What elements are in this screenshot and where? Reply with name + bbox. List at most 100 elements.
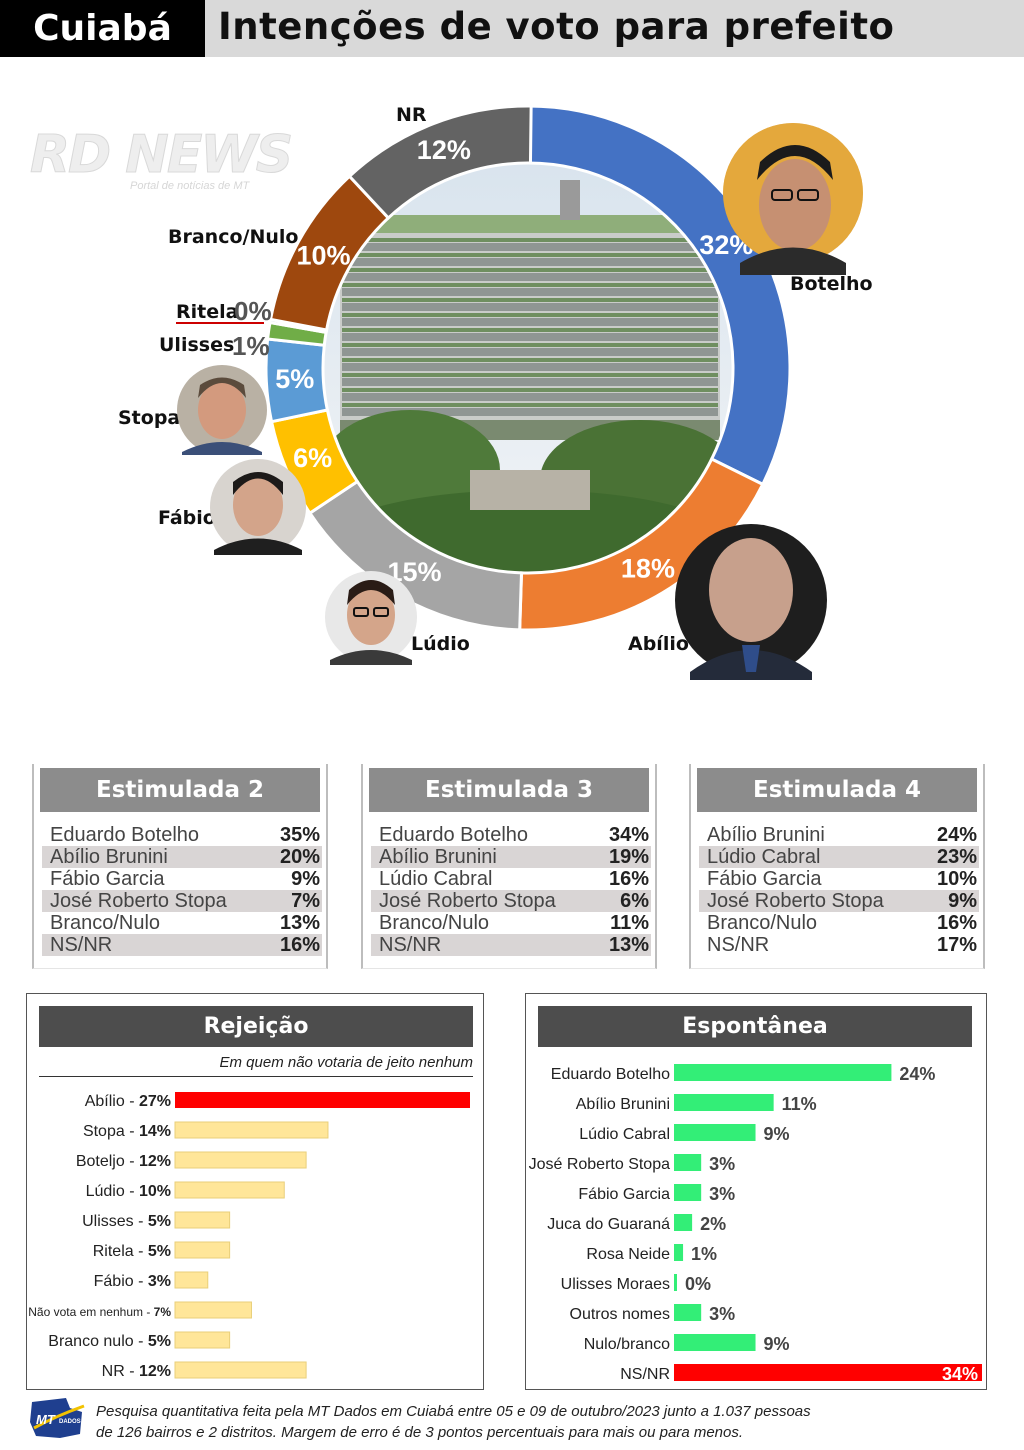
table-title: Estimulada 4	[697, 768, 977, 812]
bar	[674, 1244, 684, 1261]
bar-category-label: Ulisses - 5%	[82, 1213, 171, 1230]
row-value: 34%	[608, 824, 649, 846]
espontanea-bars: Eduardo Botelho 24% Abílio Brunini 11% Lúdio…	[529, 1064, 982, 1384]
donut-pct-ab-lio: 18%	[621, 553, 675, 583]
row-name: José Roberto Stopa	[50, 890, 227, 912]
floor-windows	[342, 273, 718, 281]
floor-windows	[342, 408, 718, 416]
bar	[674, 1364, 982, 1381]
table-row: Abílio Brunini 20%	[42, 846, 322, 868]
label-ulisses: Ulisses	[159, 334, 234, 356]
row-value: 9%	[948, 890, 977, 912]
label-branco-nulo: Branco/Nulo	[168, 226, 298, 248]
bar-value-label: 2%	[700, 1214, 726, 1234]
bar-value-label: 12%	[139, 1153, 171, 1170]
table-row: Branco/Nulo 16%	[699, 912, 979, 934]
row-name: Lúdio Cabral	[707, 846, 821, 868]
bar-value-label: 27%	[139, 1093, 171, 1110]
bar-value-label: 3%	[709, 1184, 735, 1204]
bar	[174, 1121, 329, 1139]
floor-balcony	[342, 253, 718, 257]
donut-pct-nr: 12%	[417, 135, 471, 165]
bar	[674, 1154, 702, 1171]
bar	[674, 1334, 756, 1351]
label-abilio: Abílio	[628, 633, 689, 655]
bar-value-label: 3%	[709, 1304, 735, 1324]
bar-category-label: Nulo/branco	[584, 1336, 670, 1353]
watermark-sub: Portal de notícias de MT	[130, 180, 250, 192]
row-value: 16%	[936, 912, 977, 934]
logo-text: MT	[36, 1412, 56, 1427]
label-stopa: Stopa	[118, 407, 180, 429]
row-name: José Roberto Stopa	[379, 890, 556, 912]
row-value: 17%	[936, 934, 977, 956]
floor-balcony	[342, 343, 718, 347]
table-row: Fábio Garcia 9%	[42, 868, 322, 890]
bar	[674, 1274, 677, 1291]
floor-balcony	[342, 238, 718, 242]
bar	[174, 1301, 252, 1319]
bar-value-label: 11%	[782, 1094, 817, 1114]
bar	[674, 1094, 774, 1111]
row-value: 7%	[291, 890, 320, 912]
bar	[674, 1124, 756, 1141]
bar-category-label: Branco nulo - 5%	[48, 1333, 171, 1350]
table-row: NS/NR 13%	[371, 934, 651, 956]
row-name: José Roberto Stopa	[707, 890, 884, 912]
floor-balcony	[342, 403, 718, 407]
bar-value-label: 9%	[764, 1334, 790, 1354]
table-row: Eduardo Botelho 35%	[42, 824, 322, 846]
table-title: Estimulada 2	[40, 768, 320, 812]
bar-category-label: Rosa Neide	[586, 1246, 670, 1263]
floor-windows	[342, 393, 718, 401]
photo-stopa	[177, 365, 267, 455]
table-row: José Roberto Stopa 9%	[699, 890, 979, 912]
floor-windows	[342, 363, 718, 371]
row-value: 9%	[291, 868, 320, 890]
bar	[174, 1211, 231, 1229]
donut-pct-stopa: 5%	[275, 364, 314, 394]
photo-ludio	[325, 571, 417, 665]
table-estimulada-2: Estimulada 2 Eduardo Botelho 35% Abílio B…	[32, 764, 328, 969]
floor-balcony	[342, 388, 718, 392]
photo-fabio	[210, 459, 306, 555]
floor-windows	[342, 348, 718, 356]
rejeicao-subtitle: Em quem não votaria de jeito nenhum	[219, 1054, 473, 1071]
table-row: Eduardo Botelho 34%	[371, 824, 651, 846]
center-building-photo	[323, 163, 733, 573]
donut-slices	[264, 104, 792, 632]
bar	[174, 1151, 307, 1169]
bar-value-label: 5%	[148, 1333, 171, 1350]
label-ritela: Ritela	[176, 301, 238, 323]
bar-value-label: 5%	[148, 1243, 171, 1260]
row-name: Fábio Garcia	[707, 868, 822, 890]
row-name: Eduardo Botelho	[379, 824, 529, 846]
label-ludio: Lúdio	[411, 633, 470, 655]
bar-category-label: Lúdio Cabral	[579, 1126, 670, 1143]
label-ritela-pct: 0%	[234, 296, 272, 326]
row-value: 24%	[936, 824, 977, 846]
row-name: Branco/Nulo	[707, 912, 818, 934]
bar	[175, 1092, 470, 1108]
floor-windows	[342, 333, 718, 341]
floor-balcony	[342, 313, 718, 317]
row-name: Fábio Garcia	[50, 868, 165, 890]
logo-sub: DADOS	[59, 1419, 81, 1425]
rejeicao-divider	[39, 1076, 473, 1077]
bar-value-label: 34%	[942, 1364, 978, 1384]
bar-category-label: Fábio Garcia	[578, 1186, 670, 1203]
row-value: 16%	[279, 934, 320, 956]
bar-category-label: Outros nomes	[570, 1306, 670, 1323]
bar-category-label: Lúdio - 10%	[86, 1183, 171, 1200]
bar	[674, 1064, 892, 1081]
row-value: 19%	[608, 846, 649, 868]
table-estimulada-4: Estimulada 4 Abílio Brunini 24% Lúdio Cab…	[689, 764, 985, 969]
row-name: Abílio Brunini	[50, 846, 168, 868]
bar-value-label: 9%	[764, 1124, 790, 1144]
rejeicao-bars: Abílio - 27% Stopa - 14% Boteljo - 12% Lúdi…	[28, 1092, 470, 1380]
row-name: Abílio Brunini	[379, 846, 497, 868]
donut-slice-nr	[347, 104, 533, 221]
bar	[674, 1304, 702, 1321]
label-fabio: Fábio	[158, 507, 216, 529]
floor-balcony	[342, 283, 718, 287]
